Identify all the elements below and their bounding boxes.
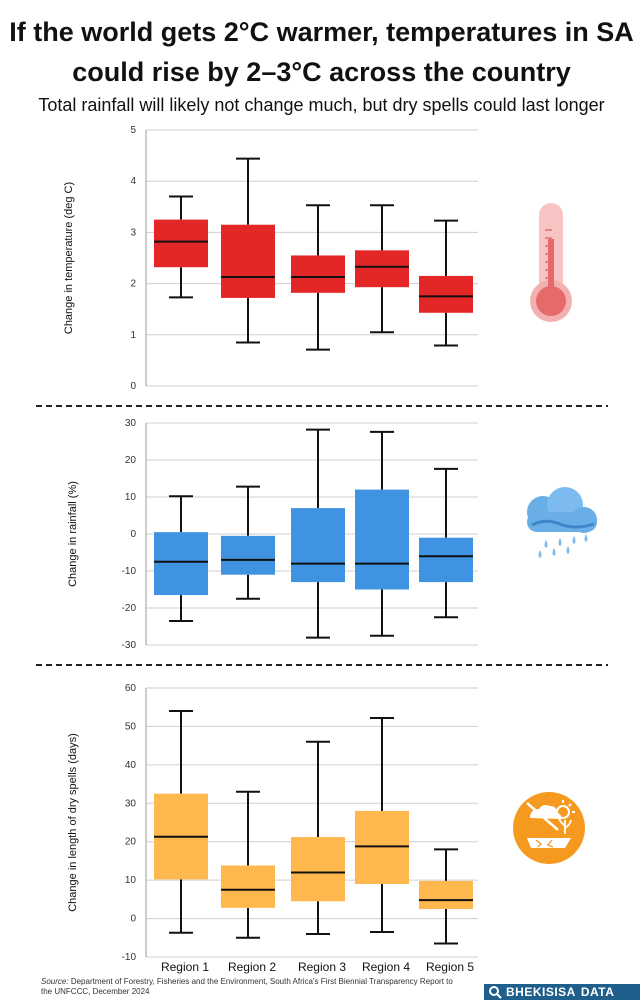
iqr-box [419,275,473,313]
y-tick-label: -10 [122,952,137,963]
iqr-box [355,250,409,288]
y-tick-label: 10 [125,875,137,886]
box-region-4 [355,716,409,934]
y-tick-label: 2 [130,279,136,290]
iqr-box [221,535,275,575]
x-tick-label: Region 2 [228,960,276,974]
y-tick-label: 0 [130,529,136,540]
iqr-box [291,837,345,902]
drought-icon [513,792,585,864]
rain-cloud-icon [527,487,597,558]
y-tick-label: -20 [122,603,137,614]
iqr-box [154,219,208,268]
y-tick-label: 4 [130,176,136,187]
iqr-box [221,865,275,908]
y-tick-label: 0 [130,914,136,925]
y-tick-label: 40 [125,760,137,771]
iqr-box [419,537,473,583]
title-line-1: If the world gets 2°C warmer, temperatur… [9,17,634,47]
box-region-1 [154,195,208,299]
thermometer-icon [530,203,572,322]
iqr-box [355,489,409,590]
iqr-box [291,255,345,293]
iqr-box [154,532,208,596]
x-tick-label: Region 4 [362,960,410,974]
y-tick-label: 0 [130,381,136,392]
box-region-1 [154,495,208,622]
y-tick-label: 3 [130,227,136,238]
source-note: Source: Department of Forestry, Fisherie… [41,977,461,997]
y-tick-label: 20 [125,455,137,466]
y-tick-label: 30 [125,798,137,809]
source-text: Department of Forestry, Fisheries and th… [41,977,453,996]
x-tick-label: Region 1 [161,960,209,974]
brand-suffix: DATA [580,985,615,999]
y-axis-label: Change in temperature (deg C) [63,182,75,334]
x-tick-label: Region 5 [426,960,474,974]
box-region-3 [291,204,345,351]
x-tick-label: Region 3 [298,960,346,974]
y-tick-label: 50 [125,721,137,732]
box-region-2 [221,790,275,939]
box-region-3 [291,740,345,935]
y-tick-label: 60 [125,683,137,694]
y-tick-label: 20 [125,837,137,848]
magnifier-icon [489,986,502,999]
box-region-5 [419,467,473,619]
chart-panel-1: 5 4 3 2 1 0 Change in temperature (deg C) [63,125,478,392]
y-tick-label: 1 [130,330,136,341]
brand-logo: BHEKISISA DATA [484,984,640,1000]
box-region-2 [221,157,275,344]
y-tick-label: 5 [130,125,136,136]
box-region-5 [419,219,473,347]
source-label: Source: [41,977,69,986]
iqr-box [419,880,473,909]
y-axis-label: Change in length of dry spells (days) [67,733,79,912]
box-region-4 [355,204,409,334]
y-tick-label: -30 [122,640,137,651]
box-region-2 [221,485,275,600]
chart-panel-3: 60 50 40 30 20 10 0 -10 Change in length of dry … [67,683,478,974]
iqr-box [291,508,345,583]
y-tick-label: 10 [125,492,137,503]
iqr-box [221,224,275,298]
box-region-1 [154,710,208,934]
y-tick-label: -10 [122,566,137,577]
subtitle: Total rainfall will likely not change mu… [38,95,605,115]
title-line-2: could rise by 2–3°C across the country [72,57,571,87]
box-region-5 [419,848,473,945]
iqr-box [355,810,409,884]
y-axis-label: Change in rainfall (%) [67,481,79,587]
box-region-4 [355,430,409,637]
y-tick-label: 30 [125,418,137,429]
brand-name: BHEKISISA [506,985,576,999]
chart-panel-2: 30 20 10 0 -10 -20 -30 Change in rainfall (%) [67,418,478,651]
box-region-3 [291,428,345,639]
